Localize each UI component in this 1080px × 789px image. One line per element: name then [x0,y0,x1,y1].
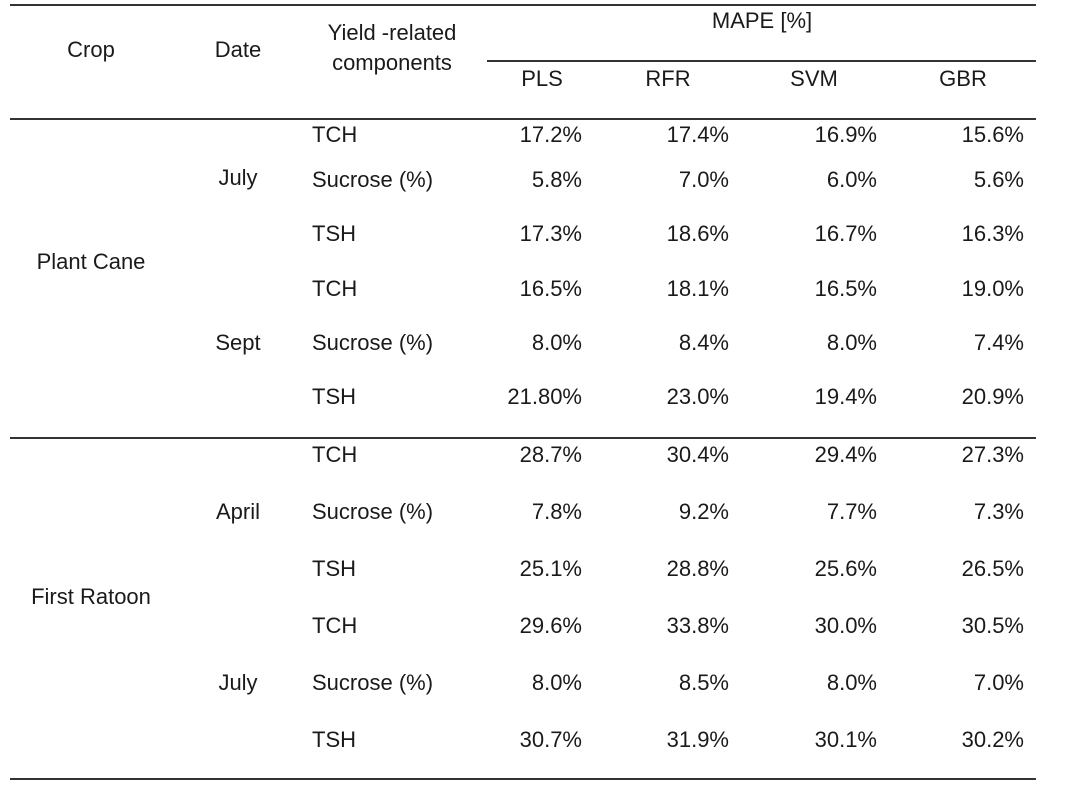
value-cell-gbr: 30.5% [961,613,1024,638]
header-crop: Crop [67,37,115,62]
value-cell-gbr: 20.9% [961,384,1024,409]
value-cell-pls: 8.0% [531,330,582,355]
component-cell: TSH [312,556,356,581]
value-cell-rfr: 9.2% [678,499,729,524]
component-cell: Sucrose (%) [312,330,434,355]
value-cell-gbr: 15.6% [961,122,1024,147]
value-cell-pls: 28.7% [519,442,582,467]
component-cell: TCH [312,613,358,638]
value-cell-pls: 7.8% [531,499,582,524]
header-model-rfr: RFR [645,66,691,91]
value-cell-gbr: 7.3% [973,499,1024,524]
header-mape: MAPE [%] [711,8,813,33]
crop-label: Plant Cane [36,249,146,274]
header-model-pls: PLS [521,66,563,91]
value-cell-gbr: 26.5% [961,556,1024,581]
date-label: July [218,670,258,695]
component-cell: TCH [312,122,358,147]
value-cell-svm: 6.0% [826,167,877,192]
value-cell-gbr: 7.4% [973,330,1024,355]
value-cell-svm: 8.0% [826,670,877,695]
value-cell-rfr: 28.8% [666,556,729,581]
mape-subheader-rule [487,60,1036,62]
value-cell-rfr: 23.0% [666,384,729,409]
value-cell-rfr: 8.5% [678,670,729,695]
header-components: Yield -related components [328,18,457,78]
component-cell: TCH [312,276,358,301]
date-label: Sept [215,330,261,355]
value-cell-rfr: 17.4% [666,122,729,147]
group-separator-rule [10,437,1036,439]
value-cell-gbr: 19.0% [961,276,1024,301]
crop-label: First Ratoon [31,584,151,609]
value-cell-rfr: 8.4% [678,330,729,355]
value-cell-svm: 8.0% [826,330,877,355]
component-cell: TSH [312,384,356,409]
value-cell-pls: 29.6% [519,613,582,638]
value-cell-pls: 17.3% [519,221,582,246]
value-cell-svm: 30.1% [814,727,877,752]
value-cell-pls: 5.8% [531,167,582,192]
top-rule [10,4,1036,6]
value-cell-pls: 21.80% [507,384,582,409]
header-components-line1: Yield -related [327,20,457,45]
value-cell-rfr: 33.8% [666,613,729,638]
component-cell: Sucrose (%) [312,670,434,695]
component-cell: TSH [312,221,356,246]
component-cell: TCH [312,442,358,467]
value-cell-pls: 17.2% [519,122,582,147]
value-cell-svm: 16.9% [814,122,877,147]
date-label: April [215,499,261,524]
value-cell-svm: 16.7% [814,221,877,246]
value-cell-rfr: 31.9% [666,727,729,752]
bottom-rule [10,778,1036,780]
value-cell-svm: 30.0% [814,613,877,638]
value-cell-rfr: 18.1% [666,276,729,301]
component-cell: TSH [312,727,356,752]
value-cell-pls: 25.1% [519,556,582,581]
value-cell-gbr: 5.6% [973,167,1024,192]
value-cell-gbr: 27.3% [961,442,1024,467]
header-model-gbr: GBR [939,66,987,91]
value-cell-gbr: 16.3% [961,221,1024,246]
value-cell-gbr: 30.2% [961,727,1024,752]
value-cell-pls: 8.0% [531,670,582,695]
value-cell-svm: 19.4% [814,384,877,409]
value-cell-pls: 30.7% [519,727,582,752]
component-cell: Sucrose (%) [312,167,434,192]
value-cell-svm: 29.4% [814,442,877,467]
header-rule [10,118,1036,120]
value-cell-svm: 16.5% [814,276,877,301]
date-label: July [218,165,258,190]
value-cell-gbr: 7.0% [973,670,1024,695]
value-cell-pls: 16.5% [519,276,582,301]
header-components-line2: components [332,50,452,75]
value-cell-rfr: 18.6% [666,221,729,246]
value-cell-rfr: 30.4% [666,442,729,467]
value-cell-svm: 25.6% [814,556,877,581]
component-cell: Sucrose (%) [312,499,434,524]
header-date: Date [214,37,262,62]
header-model-svm: SVM [790,66,838,91]
value-cell-svm: 7.7% [826,499,877,524]
value-cell-rfr: 7.0% [678,167,729,192]
